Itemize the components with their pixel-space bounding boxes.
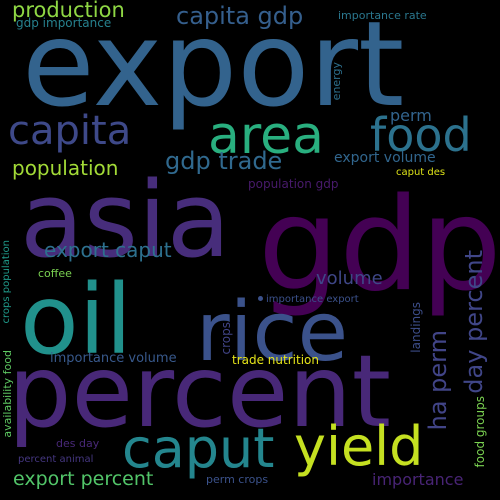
word-export-caput: export caput <box>44 238 172 262</box>
bullet-dot-importance-export <box>258 296 263 301</box>
word-population-gdp: population gdp <box>248 177 339 191</box>
word-percent: percent <box>8 333 392 450</box>
word-day-percent: day percent <box>460 250 488 394</box>
word-energy: energy <box>330 62 343 101</box>
word-yield: yield <box>294 415 424 478</box>
word-area: area <box>208 106 324 166</box>
word-gdp: gdp <box>258 171 500 320</box>
word-oil: oil <box>20 264 133 376</box>
word-volume: volume <box>316 268 383 289</box>
word-des-day: des day <box>56 437 100 450</box>
word-food: food <box>370 108 472 162</box>
word-crops: crops <box>219 322 233 355</box>
word-coffee: coffee <box>38 267 72 280</box>
word-capita: capita <box>8 108 132 154</box>
word-production: production <box>12 0 125 22</box>
word-importance-rate: importance rate <box>338 9 427 22</box>
word-availability-food: availability food <box>1 350 14 438</box>
word-asia: asia <box>20 159 231 281</box>
word-ha-perm: ha perm <box>424 330 452 431</box>
word-perm-crops: perm crops <box>206 473 269 486</box>
word-gdp-trade: gdp trade <box>165 147 283 175</box>
word-population: population <box>12 156 119 180</box>
word-caput: caput <box>122 417 275 480</box>
word-rice: rice <box>196 285 349 380</box>
word-importance: importance <box>372 470 464 489</box>
word-trade-nutrition: trade nutrition <box>232 353 319 367</box>
word-export: export <box>22 0 405 133</box>
word-caput-des: caput des <box>396 167 446 178</box>
word-percent-animal: percent animal <box>18 454 94 465</box>
word-export-volume: export volume <box>334 150 436 166</box>
word-gdp-importance: gdp importance <box>16 16 112 30</box>
word-food-groups: food groups <box>473 396 487 468</box>
word-importance-export: importance export <box>266 294 359 305</box>
word-export-percent: export percent <box>13 468 154 490</box>
word-landings: landings <box>409 302 423 353</box>
word-crops-population: crops population <box>1 240 12 324</box>
word-importance-volume: importance volume <box>50 351 177 366</box>
word-capita-gdp: capita gdp <box>176 2 304 30</box>
word-perm: perm <box>390 106 432 125</box>
